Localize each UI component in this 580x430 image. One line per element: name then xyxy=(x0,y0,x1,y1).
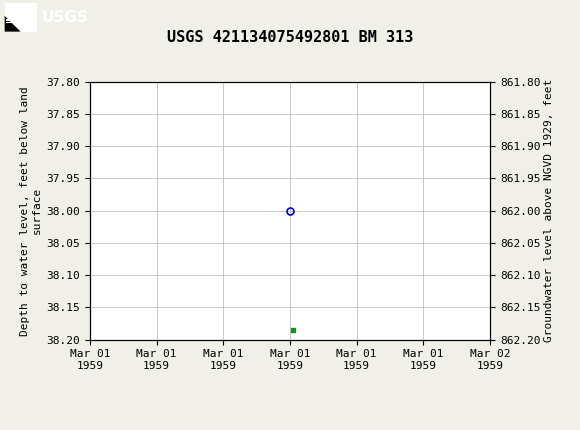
Text: USGS 421134075492801 BM 313: USGS 421134075492801 BM 313 xyxy=(167,30,413,45)
Y-axis label: Depth to water level, feet below land
surface: Depth to water level, feet below land su… xyxy=(20,86,42,335)
Y-axis label: Groundwater level above NGVD 1929, feet: Groundwater level above NGVD 1929, feet xyxy=(545,79,554,342)
Text: USGS: USGS xyxy=(41,10,88,25)
Polygon shape xyxy=(5,16,21,32)
FancyBboxPatch shape xyxy=(5,3,37,32)
